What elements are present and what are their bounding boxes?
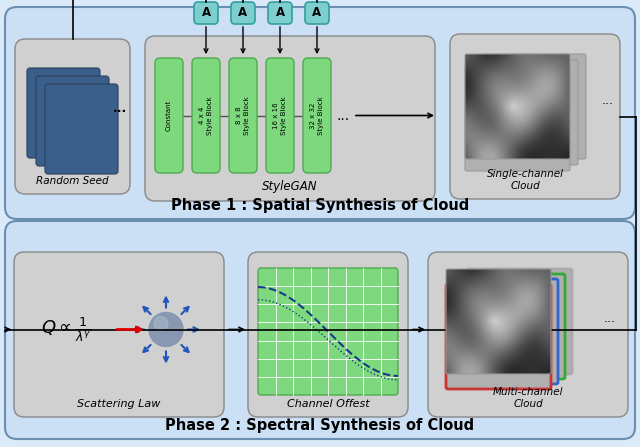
Text: Channel Offest: Channel Offest [287,399,369,409]
Text: A: A [239,7,248,20]
FancyBboxPatch shape [229,58,257,173]
FancyBboxPatch shape [446,284,551,389]
Text: 32 x 32
Style Block: 32 x 32 Style Block [310,96,324,135]
FancyBboxPatch shape [27,68,100,158]
FancyBboxPatch shape [481,54,586,159]
FancyBboxPatch shape [194,2,218,24]
FancyBboxPatch shape [303,58,331,173]
Circle shape [154,316,168,330]
FancyBboxPatch shape [473,60,578,165]
Text: Random Seed: Random Seed [36,176,109,186]
FancyBboxPatch shape [192,58,220,173]
FancyBboxPatch shape [305,2,329,24]
Text: A: A [275,7,285,20]
Text: Constant: Constant [166,100,172,131]
FancyBboxPatch shape [467,269,572,374]
FancyBboxPatch shape [453,279,558,384]
FancyBboxPatch shape [5,7,635,219]
Text: A: A [312,7,321,20]
FancyBboxPatch shape [428,252,628,417]
Text: Scattering Law: Scattering Law [77,399,161,409]
Text: A: A [202,7,211,20]
Text: Phase 2 : Spectral Synthesis of Cloud: Phase 2 : Spectral Synthesis of Cloud [165,418,475,433]
FancyBboxPatch shape [5,221,635,439]
FancyBboxPatch shape [268,2,292,24]
Text: StyleGAN: StyleGAN [262,180,317,193]
Text: ...: ... [113,102,127,115]
Text: 4 x 4
Style Block: 4 x 4 Style Block [199,96,212,135]
FancyBboxPatch shape [145,36,435,201]
FancyBboxPatch shape [155,58,183,173]
FancyBboxPatch shape [14,252,224,417]
Text: $Q \propto \frac{1}{\lambda^{\gamma}}$: $Q \propto \frac{1}{\lambda^{\gamma}}$ [41,315,91,344]
FancyBboxPatch shape [45,84,118,174]
Text: 16 x 16
Style Block: 16 x 16 Style Block [273,96,287,135]
FancyBboxPatch shape [266,58,294,173]
FancyBboxPatch shape [460,274,565,379]
FancyBboxPatch shape [258,268,398,395]
Text: ...: ... [602,93,614,106]
FancyBboxPatch shape [36,76,109,166]
Text: 8 x 8
Style Block: 8 x 8 Style Block [236,96,250,135]
FancyBboxPatch shape [450,34,620,199]
FancyBboxPatch shape [231,2,255,24]
Text: Phase 1 : Spatial Synthesis of Cloud: Phase 1 : Spatial Synthesis of Cloud [171,198,469,213]
FancyBboxPatch shape [248,252,408,417]
Text: Multi-channel
Cloud: Multi-channel Cloud [493,388,563,409]
FancyBboxPatch shape [465,66,570,171]
Circle shape [149,312,183,346]
Text: ...: ... [604,312,616,325]
Text: ...: ... [337,109,349,122]
Text: Single-channel
Cloud: Single-channel Cloud [487,169,564,191]
FancyBboxPatch shape [15,39,130,194]
